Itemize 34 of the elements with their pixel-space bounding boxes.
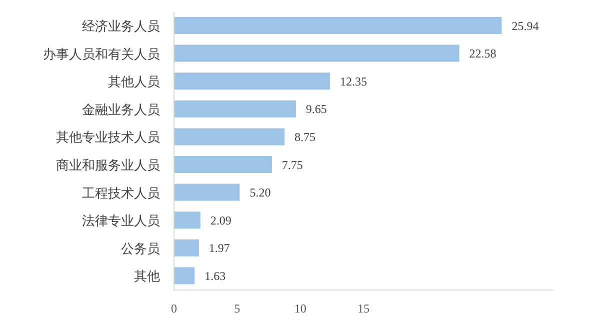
y-tick-label: 金融业务人员 [82,102,160,117]
y-tick-label: 其他 [134,268,160,284]
data-label: 22.58 [469,46,496,61]
data-label: 25.94 [512,18,539,33]
data-label: 7.75 [282,158,303,172]
y-tick-label: 商业和服务业人员 [56,158,160,173]
data-label: 5.20 [250,186,271,200]
bar [174,44,460,62]
bar [174,239,199,256]
data-label: 1.97 [208,241,230,256]
y-tick-label: 公务员 [121,240,160,256]
x-tick-label: 15 [358,302,370,316]
y-tick-label: 其他专业技术人员 [56,130,160,145]
bar [174,128,285,146]
y-tick-label: 经济业务人员 [82,18,160,34]
bar [174,100,296,118]
data-label: 2.09 [210,213,232,228]
y-tick-label: 其他人员 [108,74,160,90]
bar [174,156,272,173]
data-label: 8.75 [294,130,316,144]
data-label: 9.65 [306,102,327,116]
bar [174,72,330,90]
bar [174,184,240,201]
y-tick-label: 工程技术人员 [82,185,160,200]
y-tick-label: 办事人员和有关人员 [43,46,160,62]
y-tick-label: 法律专业人员 [82,213,160,228]
bar [174,212,200,229]
x-tick-label: 0 [171,302,177,316]
x-tick-label: 10 [294,302,306,316]
data-label: 1.63 [204,268,226,283]
bar [174,267,195,284]
x-tick-label: 5 [234,302,240,316]
bar [174,17,502,34]
data-label: 12.35 [340,74,368,88]
